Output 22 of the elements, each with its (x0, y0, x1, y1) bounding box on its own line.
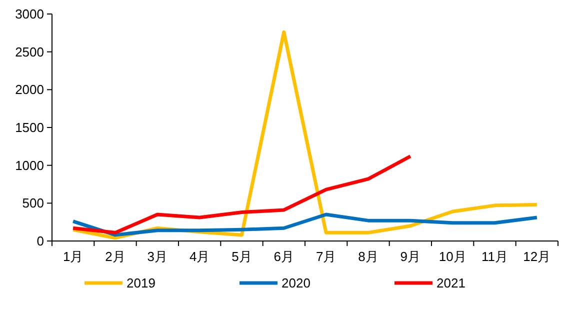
x-tick-label: 5月 (232, 249, 252, 264)
y-tick-label: 2500 (15, 44, 44, 60)
x-tick-label: 2月 (105, 249, 126, 264)
x-tick-label: 8月 (358, 249, 378, 264)
x-tick-label: 4月 (189, 249, 210, 264)
y-tick-label: 3000 (15, 6, 44, 22)
x-tick-label: 12月 (523, 249, 551, 264)
x-tick-label: 10月 (438, 249, 466, 264)
y-tick-label: 2000 (15, 82, 44, 98)
x-tick-label: 9月 (400, 249, 421, 264)
x-tick-label: 3月 (147, 249, 168, 264)
legend-label: 2019 (126, 276, 156, 290)
y-tick-label: 500 (22, 196, 44, 211)
x-tick-label: 6月 (274, 249, 294, 264)
x-tick-label: 1月 (62, 249, 84, 264)
y-tick-label: 0 (36, 234, 44, 248)
x-tick-label: 7月 (316, 249, 336, 264)
y-tick-label: 1000 (15, 158, 44, 173)
legend-label: 2021 (436, 276, 466, 290)
y-tick-label: 1500 (15, 120, 44, 135)
legend-label: 2020 (282, 276, 310, 290)
x-tick-label: 11月 (482, 249, 508, 264)
